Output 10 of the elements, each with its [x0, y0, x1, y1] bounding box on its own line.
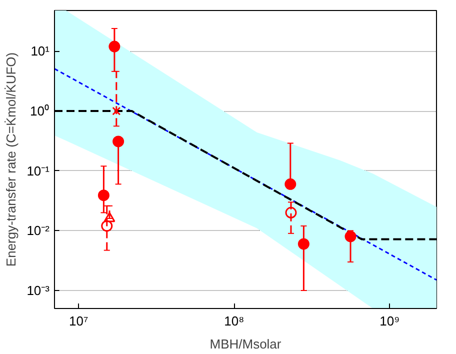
y-axis-title: Energy-transfer rate (C=K̇mol/K̇UFO)	[4, 52, 19, 267]
y-tick-label: 10⁻³	[26, 282, 50, 298]
y-tick-label: 10⁰	[30, 104, 50, 119]
x-tick-label: 10⁸	[224, 314, 244, 328]
y-tick-label: 10⁻¹	[26, 163, 50, 178]
y-tick-label: 10¹	[30, 44, 50, 59]
x-axis-title: MBH/Msolar	[210, 336, 282, 352]
y-tick-label: 10⁻²	[26, 223, 50, 238]
x-tick-label: 10⁷	[69, 314, 88, 328]
x-tick-label: 10⁹	[380, 314, 400, 328]
